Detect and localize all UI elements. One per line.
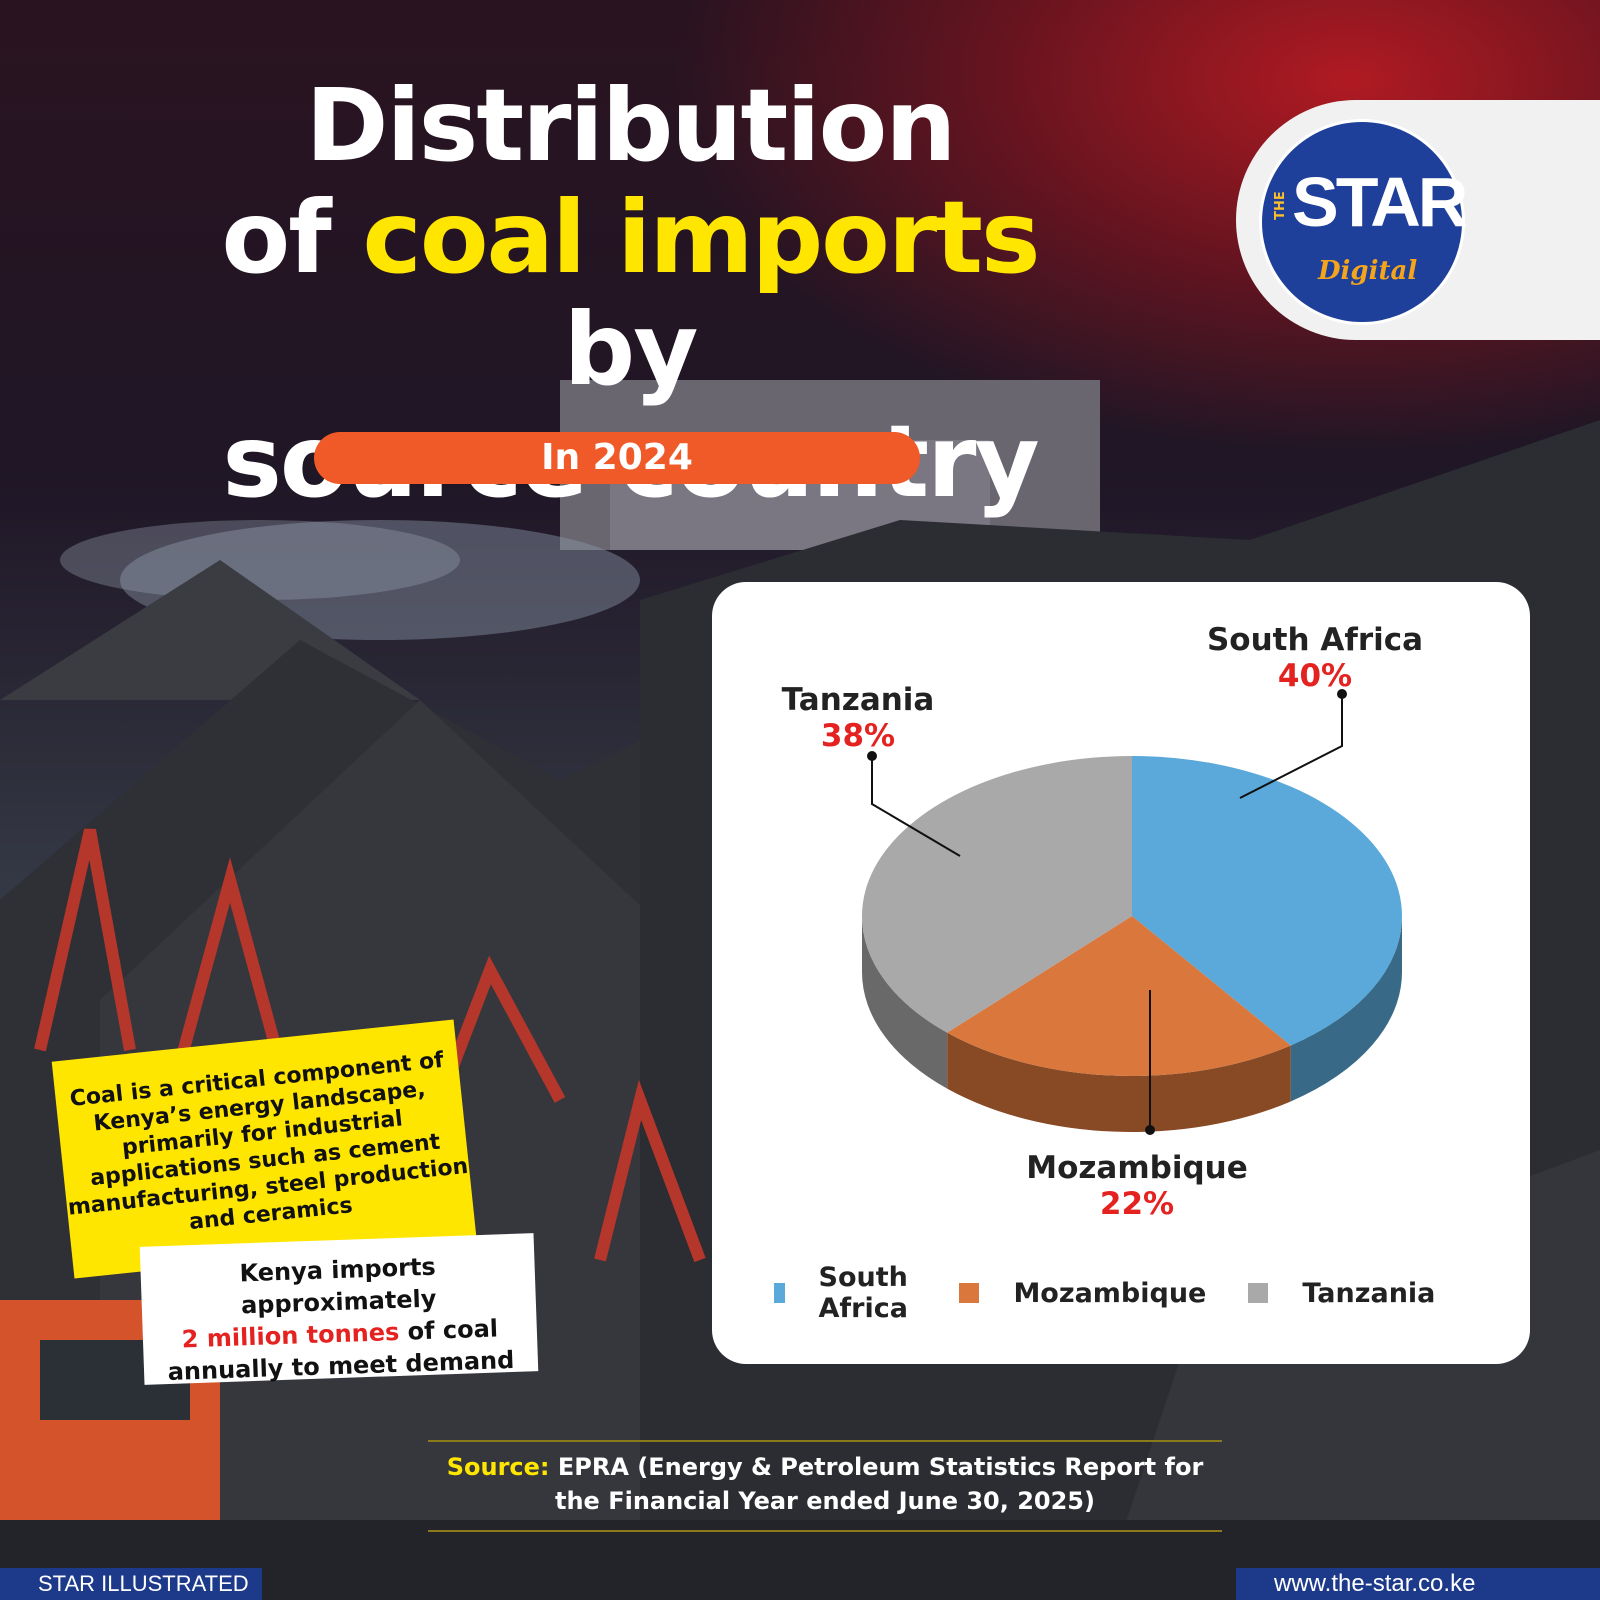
title-highlight: coal imports <box>362 179 1041 296</box>
title-line-1: Distribution <box>305 67 957 184</box>
source-text: EPRA (Energy & Petroleum Statistics Repo… <box>555 1453 1204 1515</box>
page-title: Distribution of coal imports by source c… <box>140 70 1120 518</box>
label-south-africa: South Africa 40% <box>1200 622 1430 694</box>
legend-swatch <box>774 1283 785 1303</box>
label-name: Tanzania <box>781 682 935 718</box>
chart-legend: South Africa Mozambique Tanzania <box>774 1262 1474 1324</box>
leader-line-south-africa-dot <box>1337 689 1347 699</box>
title-word-by: by <box>563 291 699 408</box>
label-mozambique: Mozambique 22% <box>1012 1150 1262 1222</box>
source-divider-top <box>428 1440 1222 1442</box>
chart-card: South Africa 40% Tanzania 38% Mozambique… <box>712 582 1530 1364</box>
note-text-pre: Kenya imports approximately <box>239 1252 437 1320</box>
logo-digital-text: Digital <box>1318 256 1418 286</box>
label-name: Mozambique <box>1026 1150 1248 1186</box>
source-divider-bottom <box>428 1530 1222 1532</box>
leader-line-tanzania-dot <box>867 751 877 761</box>
title-line-2: of coal imports by <box>140 182 1120 406</box>
leader-line-tanzania <box>871 756 961 857</box>
star-digital-logo <box>1262 122 1462 322</box>
legend-item-south-africa: South Africa <box>774 1262 917 1324</box>
leader-line-south-africa <box>1239 694 1343 799</box>
source-note: Source: EPRA (Energy & Petroleum Statist… <box>428 1450 1222 1518</box>
legend-label: Mozambique <box>1013 1277 1207 1309</box>
legend-swatch <box>1248 1283 1269 1303</box>
pie-slice-side-south-africa <box>1290 916 1402 1102</box>
smoke-cloud <box>60 520 460 600</box>
pie-chart <box>862 689 1402 1135</box>
legend-item-mozambique: Mozambique <box>959 1262 1206 1324</box>
legend-label: South Africa <box>818 1262 908 1324</box>
legend-swatch <box>959 1283 980 1303</box>
pie-slice-side-tanzania <box>862 916 948 1089</box>
label-value: 38% <box>820 718 896 754</box>
legend-label: Tanzania <box>1302 1277 1436 1309</box>
pie-slice-side-mozambique <box>947 1032 1291 1132</box>
source-label: Source: <box>446 1453 550 1481</box>
info-note-imports: Kenya imports approximately 2 million to… <box>139 1233 539 1386</box>
pie-slice-south-africa <box>1132 756 1402 1046</box>
label-value: 40% <box>1277 658 1353 694</box>
title-word-of: of <box>221 179 332 296</box>
year-pill: In 2024 <box>314 432 920 484</box>
footer-website-link[interactable]: www.the-star.co.ke <box>1236 1568 1600 1600</box>
label-value: 22% <box>1099 1186 1175 1222</box>
note-highlight: 2 million tonnes <box>181 1317 400 1354</box>
pie-slice-mozambique <box>947 916 1291 1076</box>
legend-item-tanzania: Tanzania <box>1248 1262 1435 1324</box>
label-tanzania: Tanzania 38% <box>778 682 938 754</box>
logo-the-text: THE <box>1272 191 1288 220</box>
logo-star-text: STAR <box>1292 163 1468 241</box>
leader-line-mozambique-dot <box>1145 1125 1155 1135</box>
footer-credit: STAR ILLUSTRATED <box>0 1568 262 1600</box>
label-name: South Africa <box>1206 622 1424 658</box>
pie-slice-tanzania <box>862 756 1132 1033</box>
